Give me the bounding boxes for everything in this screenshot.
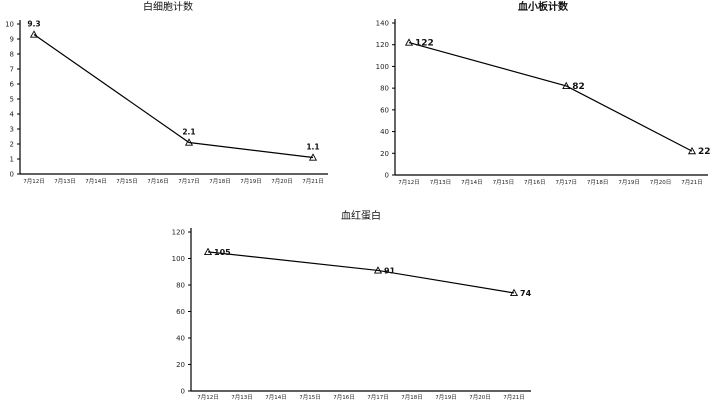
hgb-x-tick-label: 7月13日 xyxy=(231,394,253,401)
hgb-y-tick-label: 0 xyxy=(181,388,185,396)
wbc-x-tick-label: 7月21日 xyxy=(302,178,324,185)
wbc-point-marker xyxy=(308,153,318,161)
hgb-y-tick-label: 60 xyxy=(176,308,185,316)
hgb-x-tick-label: 7月18日 xyxy=(401,394,423,401)
wbc-y-tick-label: 6 xyxy=(10,81,15,89)
hgb-x-tick-label: 7月17日 xyxy=(367,394,389,401)
wbc-y-tick-label: 3 xyxy=(10,126,14,134)
wbc-point-marker xyxy=(29,30,39,38)
plt-y-tick-label: 80 xyxy=(380,85,389,93)
hgb-point-marker xyxy=(203,247,213,255)
wbc-y-tick-label: 2 xyxy=(10,141,14,149)
plt-y-tick-label: 40 xyxy=(380,128,389,136)
plt-chart-svg: 血小板计数 0 20 40 60 80 100 120 140 7月12日 7月13日 7月14日 7月… xyxy=(376,0,711,186)
wbc-y-tick-label: 0 xyxy=(10,171,14,179)
wbc-y-tick-label: 5 xyxy=(10,96,14,104)
wbc-data-label: 1.1 xyxy=(306,143,319,152)
hgb-chart-title: 血红蛋白 xyxy=(341,209,381,222)
wbc-data-label: 2.1 xyxy=(182,128,195,137)
hgb-x-tick-label: 7月20日 xyxy=(469,394,491,401)
hgb-data-label: 74 xyxy=(520,289,532,298)
wbc-x-tick-label: 7月14日 xyxy=(85,178,107,185)
plt-series-line xyxy=(408,41,693,152)
plt-point-marker xyxy=(687,146,697,155)
plt-y-tick-label: 100 xyxy=(376,63,389,71)
wbc-series-line xyxy=(33,34,314,159)
wbc-chart-title: 白细胞计数 xyxy=(143,0,193,13)
hgb-x-tick-label: 7月12日 xyxy=(197,394,219,401)
plt-y-tick-label: 20 xyxy=(380,150,389,158)
plt-x-tick-label: 7月18日 xyxy=(587,179,609,186)
hgb-x-tick-label: 7月15日 xyxy=(299,394,321,401)
plt-y-tick-label: 140 xyxy=(376,20,389,28)
hgb-y-tick-label: 80 xyxy=(176,282,185,290)
wbc-y-tick-label: 1 xyxy=(10,156,14,164)
plt-x-tick-label: 7月20日 xyxy=(650,179,672,186)
plt-point-marker xyxy=(404,38,414,46)
hgb-point-marker xyxy=(509,288,519,297)
wbc-x-tick-label: 7月18日 xyxy=(209,178,231,185)
plt-x-tick-label: 7月19日 xyxy=(618,179,640,186)
plt-point-marker xyxy=(562,81,571,90)
plt-x-tick-label: 7月14日 xyxy=(461,179,483,186)
hgb-x-tick-label: 7月19日 xyxy=(435,394,457,401)
wbc-x-tick-label: 7月19日 xyxy=(240,178,262,185)
wbc-x-tick-label: 7月13日 xyxy=(54,178,76,185)
plt-data-label: 22 xyxy=(698,147,711,157)
plt-data-label: 122 xyxy=(415,39,434,49)
wbc-x-tick-label: 7月16日 xyxy=(147,178,169,185)
plt-y-tick-label: 60 xyxy=(380,106,389,114)
wbc-chart: 白细胞计数 0 1 2 3 4 5 6 7 8 9 10 7月12日 7月13日 7月14日 7月15日 7月1… xyxy=(0,0,360,200)
plt-x-tick-label: 7月13日 xyxy=(430,179,452,186)
plt-x-tick-label: 7月16日 xyxy=(524,179,546,186)
plt-y-tick-label: 0 xyxy=(385,172,389,180)
hgb-x-tick-label: 7月16日 xyxy=(333,394,355,401)
hgb-data-label: 91 xyxy=(384,266,396,275)
hgb-y-tick-label: 100 xyxy=(172,255,185,263)
wbc-chart-svg: 白细胞计数 0 1 2 3 4 5 6 7 8 9 10 7月12日 7月13日 7月14日 7月15日 7月1… xyxy=(5,0,328,185)
hgb-data-label: 105 xyxy=(214,248,231,257)
plt-x-tick-label: 7月12日 xyxy=(398,179,420,186)
wbc-y-tick-label: 10 xyxy=(5,21,14,29)
plt-x-tick-label: 7月17日 xyxy=(555,179,577,186)
hgb-point-marker xyxy=(373,266,383,274)
hgb-x-tick-label: 7月21日 xyxy=(503,394,525,401)
wbc-y-tick-label: 7 xyxy=(10,66,14,74)
hgb-x-tick-label: 7月14日 xyxy=(265,394,287,401)
hgb-series-line xyxy=(207,251,515,294)
wbc-data-label: 9.3 xyxy=(27,20,40,29)
wbc-y-tick-label: 4 xyxy=(10,111,15,119)
platelet-chart: 血小板计数 0 20 40 60 80 100 120 140 7月12日 7月13日 7月14日 7月… xyxy=(0,0,715,200)
wbc-y-tick-label: 8 xyxy=(10,51,14,59)
plt-y-tick-label: 120 xyxy=(376,41,389,49)
hgb-y-tick-label: 20 xyxy=(176,361,185,369)
wbc-x-tick-label: 7月17日 xyxy=(178,178,200,185)
wbc-point-marker xyxy=(184,138,194,146)
plt-x-tick-label: 7月15日 xyxy=(493,179,515,186)
wbc-y-tick-label: 9 xyxy=(10,36,14,44)
wbc-x-tick-label: 7月15日 xyxy=(116,178,138,185)
plt-x-tick-label: 7月21日 xyxy=(681,179,703,186)
wbc-x-tick-label: 7月20日 xyxy=(271,178,293,185)
hgb-y-tick-label: 40 xyxy=(176,335,185,343)
plt-data-label: 82 xyxy=(572,82,585,92)
wbc-x-tick-label: 7月12日 xyxy=(23,178,45,185)
hgb-y-tick-label: 120 xyxy=(172,229,185,237)
plt-chart-title: 血小板计数 xyxy=(518,0,569,13)
